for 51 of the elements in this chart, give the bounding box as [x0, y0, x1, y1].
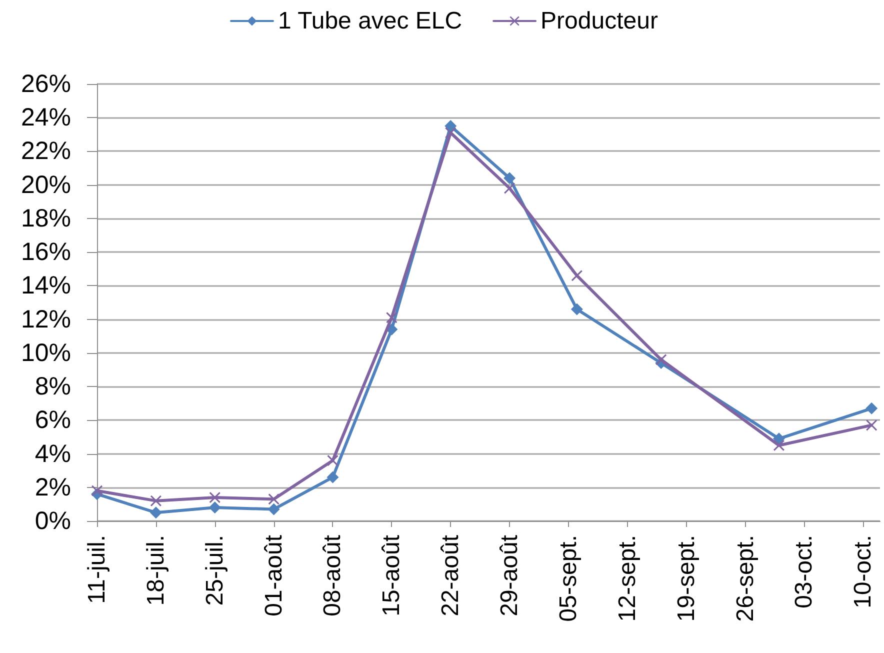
x-tick-label: 12-sept. — [614, 535, 641, 622]
point — [92, 485, 102, 496]
point — [268, 494, 280, 505]
y-tick-label: 8% — [34, 372, 71, 401]
point — [386, 312, 398, 324]
point — [326, 471, 339, 484]
y-tick-label: 18% — [20, 204, 71, 232]
legend-label: 1 Tube avec ELC — [278, 8, 462, 34]
point — [504, 172, 516, 184]
x-tick-label: 08-août — [319, 534, 346, 616]
point — [208, 502, 221, 514]
x-tick-label: 01-août — [260, 534, 288, 616]
point — [444, 120, 457, 132]
y-tick-label: 2% — [34, 473, 71, 502]
point — [445, 127, 456, 138]
point — [150, 495, 162, 506]
x-tick-label: 03-oct. — [790, 535, 818, 608]
legend-label: Producteur — [540, 8, 658, 34]
y-tick-label: 16% — [20, 238, 71, 266]
point — [656, 354, 667, 366]
x-tick-label: 15-août — [378, 534, 406, 616]
x-tick-label: 22-août — [437, 534, 464, 616]
y-tick-label: 4% — [34, 440, 71, 468]
x-tick-label: 19-sept. — [672, 535, 700, 622]
point — [268, 503, 280, 516]
y-tick-label: 14% — [20, 272, 71, 300]
point — [772, 432, 785, 445]
x-tick-label: 11-juil. — [84, 535, 110, 604]
x-tick-label: 26-sept. — [732, 535, 759, 622]
point — [150, 506, 162, 519]
x-tick-label: 18-juil. — [142, 535, 170, 606]
y-tick-label: 6% — [34, 406, 71, 434]
point — [866, 402, 878, 414]
y-tick-label: 26% — [20, 70, 71, 98]
y-tick-label: 12% — [20, 305, 71, 334]
point — [866, 420, 878, 431]
point — [773, 440, 784, 451]
point — [570, 303, 583, 316]
point — [327, 454, 338, 466]
y-tick-label: 0% — [34, 507, 71, 535]
y-tick-label: 10% — [20, 338, 71, 367]
point — [504, 182, 516, 194]
point — [209, 492, 220, 503]
y-tick-label: 24% — [20, 104, 71, 132]
x-tick-label: 10-oct. — [850, 535, 877, 608]
x-tick-label: 29-août — [496, 534, 524, 616]
y-tick-label: 20% — [20, 170, 71, 199]
x-tick-label: 05-sept. — [554, 535, 582, 622]
point — [571, 270, 582, 282]
y-tick-label: 22% — [20, 137, 71, 166]
x-tick-label: 25-juil. — [201, 535, 228, 606]
